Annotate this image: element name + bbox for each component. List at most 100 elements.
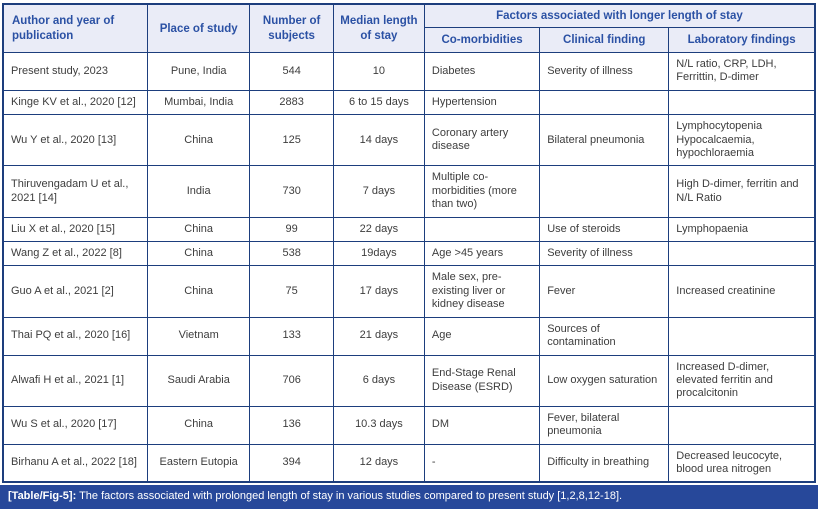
cell-laboratory: N/L ratio, CRP, LDH, Ferrittin, D-dimer <box>668 52 816 91</box>
cell-author: Liu X et al., 2020 [15] <box>2 216 149 243</box>
cell-subjects: 2883 <box>249 89 334 116</box>
cell-laboratory: High D-dimer, ferritin and N/L Ratio <box>668 165 816 218</box>
cell-clinical: Severity of illness <box>539 52 670 91</box>
cell-author: Alwafi H et al., 2021 [1] <box>2 354 149 407</box>
cell-author: Birhanu A et al., 2022 [18] <box>2 443 149 483</box>
cell-comorbidities: Diabetes <box>423 52 541 91</box>
cell-author: Wang Z et al., 2022 [8] <box>2 241 149 267</box>
table-row: Guo A et al., 2021 [2] China 75 17 days Male… <box>2 265 816 318</box>
cell-author: Wu Y et al., 2020 [13] <box>2 114 149 167</box>
cell-clinical <box>539 165 670 218</box>
col-header-author: Author and year of publication <box>2 3 149 54</box>
cell-place: China <box>147 405 251 445</box>
table-body: Present study, 2023 Pune, India 544 10 Diabe… <box>2 52 816 483</box>
cell-author: Thai PQ et al., 2020 [16] <box>2 316 149 356</box>
col-header-factors-group: Factors associated with longer length of… <box>423 3 816 29</box>
cell-median: 12 days <box>332 443 425 483</box>
table-header: Author and year of publication Place of … <box>2 3 816 54</box>
cell-comorbidities: Male sex, pre-existing liver or kidney d… <box>423 265 541 318</box>
cell-laboratory: Decreased leucocyte, blood urea nitrogen <box>668 443 816 483</box>
cell-clinical: Difficulty in breathing <box>539 443 670 483</box>
cell-clinical: Bilateral pneumonia <box>539 114 670 167</box>
cell-clinical: Sources of contamination <box>539 316 670 356</box>
cell-clinical: Low oxygen saturation <box>539 354 670 407</box>
cell-subjects: 133 <box>249 316 334 356</box>
cell-laboratory <box>668 89 816 116</box>
cell-subjects: 730 <box>249 165 334 218</box>
cell-comorbidities: - <box>423 443 541 483</box>
cell-comorbidities: Multiple co-morbidities (more than two) <box>423 165 541 218</box>
cell-comorbidities: End-Stage Renal Disease (ESRD) <box>423 354 541 407</box>
col-header-subjects: Number of subjects <box>249 3 334 54</box>
cell-median: 19days <box>332 241 425 267</box>
cell-subjects: 99 <box>249 216 334 243</box>
cell-subjects: 136 <box>249 405 334 445</box>
cell-clinical: Use of steroids <box>539 216 670 243</box>
cell-subjects: 538 <box>249 241 334 267</box>
cell-clinical <box>539 89 670 116</box>
cell-median: 6 days <box>332 354 425 407</box>
cell-place: China <box>147 241 251 267</box>
studies-table: Author and year of publication Place of … <box>2 3 816 484</box>
cell-laboratory: Increased D-dimer, elevated ferritin and… <box>668 354 816 407</box>
table-row: Thai PQ et al., 2020 [16] Vietnam 133 21 da… <box>2 316 816 356</box>
cell-comorbidities: Age <box>423 316 541 356</box>
cell-place: Saudi Arabia <box>147 354 251 407</box>
cell-place: China <box>147 114 251 167</box>
cell-clinical: Fever, bilateral pneumonia <box>539 405 670 445</box>
col-header-comorbidities: Co-morbidities <box>423 27 541 54</box>
cell-comorbidities: Hypertension <box>423 89 541 116</box>
cell-median: 17 days <box>332 265 425 318</box>
table-row: Wang Z et al., 2022 [8] China 538 19days Age… <box>2 241 816 267</box>
cell-subjects: 544 <box>249 52 334 91</box>
cell-comorbidities: Coronary artery disease <box>423 114 541 167</box>
col-header-laboratory: Laboratory findings <box>668 27 816 54</box>
cell-place: Vietnam <box>147 316 251 356</box>
table-row: Alwafi H et al., 2021 [1] Saudi Arabia 706… <box>2 354 816 407</box>
header-row-sub: Co-morbidities Clinical finding Laborato… <box>3 27 816 54</box>
table-container: Author and year of publication Place of … <box>2 3 816 484</box>
cell-subjects: 394 <box>249 443 334 483</box>
cell-author: Guo A et al., 2021 [2] <box>2 265 149 318</box>
table-row: Present study, 2023 Pune, India 544 10 Diabe… <box>2 52 816 91</box>
cell-median: 10 <box>332 52 425 91</box>
cell-place: Pune, India <box>147 52 251 91</box>
cell-place: India <box>147 165 251 218</box>
cell-clinical: Severity of illness <box>539 241 670 267</box>
caption-text: The factors associated with prolonged le… <box>76 490 623 503</box>
cell-laboratory <box>668 316 816 356</box>
cell-laboratory: Lymphocytopenia Hypocalcaemia, hypochlor… <box>668 114 816 167</box>
header-row-group: Author and year of publication Place of … <box>2 3 816 54</box>
cell-laboratory: Increased creatinine <box>668 265 816 318</box>
cell-subjects: 706 <box>249 354 334 407</box>
cell-place: China <box>147 265 251 318</box>
table-row: Birhanu A et al., 2022 [18] Eastern Eutop… <box>2 443 816 483</box>
table-row: Thiruvengadam U et al., 2021 [14] India 73… <box>2 165 816 218</box>
cell-author: Present study, 2023 <box>2 52 149 91</box>
cell-comorbidities: DM <box>423 405 541 445</box>
cell-place: Eastern Eutopia <box>147 443 251 483</box>
cell-median: 10.3 days <box>332 405 425 445</box>
col-header-median: Median length of stay <box>332 3 425 54</box>
cell-comorbidities <box>423 216 541 243</box>
table-row: Kinge KV et al., 2020 [12] Mumbai, India 2… <box>2 89 816 116</box>
caption-label: [Table/Fig-5]: <box>8 490 77 503</box>
table-caption: [Table/Fig-5]: The factors associated wi… <box>0 485 818 509</box>
cell-author: Kinge KV et al., 2020 [12] <box>2 89 149 116</box>
cell-median: 7 days <box>332 165 425 218</box>
cell-median: 6 to 15 days <box>332 89 425 116</box>
cell-place: Mumbai, India <box>147 89 251 116</box>
table-row: Wu Y et al., 2020 [13] China 125 14 days Cor… <box>2 114 816 167</box>
cell-subjects: 125 <box>249 114 334 167</box>
cell-author: Thiruvengadam U et al., 2021 [14] <box>2 165 149 218</box>
cell-comorbidities: Age >45 years <box>423 241 541 267</box>
cell-clinical: Fever <box>539 265 670 318</box>
cell-median: 22 days <box>332 216 425 243</box>
cell-place: China <box>147 216 251 243</box>
cell-laboratory <box>668 405 816 445</box>
cell-median: 14 days <box>332 114 425 167</box>
cell-subjects: 75 <box>249 265 334 318</box>
cell-author: Wu S et al., 2020 [17] <box>2 405 149 445</box>
cell-laboratory: Lymphopaenia <box>668 216 816 243</box>
col-header-place: Place of study <box>147 3 251 54</box>
